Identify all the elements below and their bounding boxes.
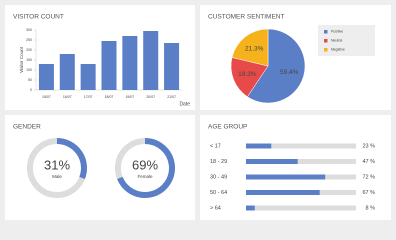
y-axis-label: Visitor Count: [19, 46, 24, 72]
bar: [164, 43, 180, 90]
value-label: 67 %: [362, 190, 375, 196]
bar: [246, 159, 298, 164]
value-label: 72 %: [362, 174, 375, 180]
y-tick-label: 300: [26, 28, 32, 32]
donut-value: 31%: [44, 157, 70, 172]
legend-label: Positive: [331, 30, 343, 34]
pie-slice: [231, 28, 269, 67]
category-label: 50 - 64: [210, 190, 227, 196]
slice-label: 59.4%: [280, 69, 299, 76]
x-tick-label: 20/07: [146, 95, 155, 99]
bar: [38, 64, 54, 90]
panel: [200, 115, 391, 220]
bar-track: [246, 205, 356, 211]
y-tick-label: 200: [26, 48, 32, 52]
category-label: > 64: [210, 205, 221, 211]
y-tick-label: 50: [28, 78, 32, 82]
bar-track: [246, 159, 356, 164]
panel-title: AGE GROUP: [208, 124, 247, 131]
legend-label: Neutral: [331, 39, 343, 43]
y-tick-label: 250: [26, 38, 32, 42]
legend-swatch: [324, 48, 328, 52]
category-label: 30 - 49: [210, 174, 227, 180]
donut-arc: [56, 138, 87, 180]
donut-label: Female: [137, 174, 153, 179]
x-tick-label: 17/07: [84, 95, 93, 99]
legend-swatch: [324, 30, 328, 34]
x-tick-label: 15/07: [42, 95, 51, 99]
bar: [246, 205, 255, 211]
x-axis-label: Date: [179, 101, 190, 107]
y-tick-label: 150: [26, 58, 32, 62]
panel-title: VISITOR COUNT: [13, 14, 64, 21]
x-tick-label: 21/07: [167, 95, 176, 99]
bar: [246, 143, 272, 149]
bar: [122, 36, 138, 90]
bar: [101, 41, 117, 90]
bar: [59, 54, 75, 90]
x-tick-label: 18/07: [105, 95, 114, 99]
bar: [246, 174, 326, 180]
bar: [80, 64, 96, 90]
donut-arc: [117, 138, 175, 198]
panel: [5, 5, 195, 110]
bar: [246, 190, 320, 195]
legend-label: Negative: [331, 48, 345, 52]
donut-label: Male: [52, 174, 62, 179]
y-tick-label: 100: [26, 68, 32, 72]
panel-title: GENDER: [13, 124, 41, 131]
x-tick-label: 19/07: [125, 95, 134, 99]
x-tick-label: 16/07: [63, 95, 72, 99]
pie-slice: [247, 28, 306, 104]
y-tick-label: 0: [30, 88, 32, 92]
donut-value: 69%: [132, 157, 158, 172]
value-label: 47 %: [362, 159, 375, 165]
pie-slice: [230, 57, 269, 98]
value-label: 23 %: [362, 143, 375, 149]
value-label: 8 %: [366, 205, 376, 211]
dashboard: VISITOR COUNT CUSTOMER SENTIMENT GENDER …: [5, 5, 391, 220]
panel: [5, 115, 195, 220]
panel-title: CUSTOMER SENTIMENT: [208, 14, 284, 21]
slice-label: 19.3%: [238, 71, 257, 78]
category-label: 18 - 29: [210, 159, 227, 165]
legend-swatch: [324, 39, 328, 43]
slice-label: 21.3%: [245, 45, 264, 52]
bar: [143, 31, 159, 90]
category-label: < 17: [210, 143, 221, 149]
bar-track: [246, 143, 356, 149]
